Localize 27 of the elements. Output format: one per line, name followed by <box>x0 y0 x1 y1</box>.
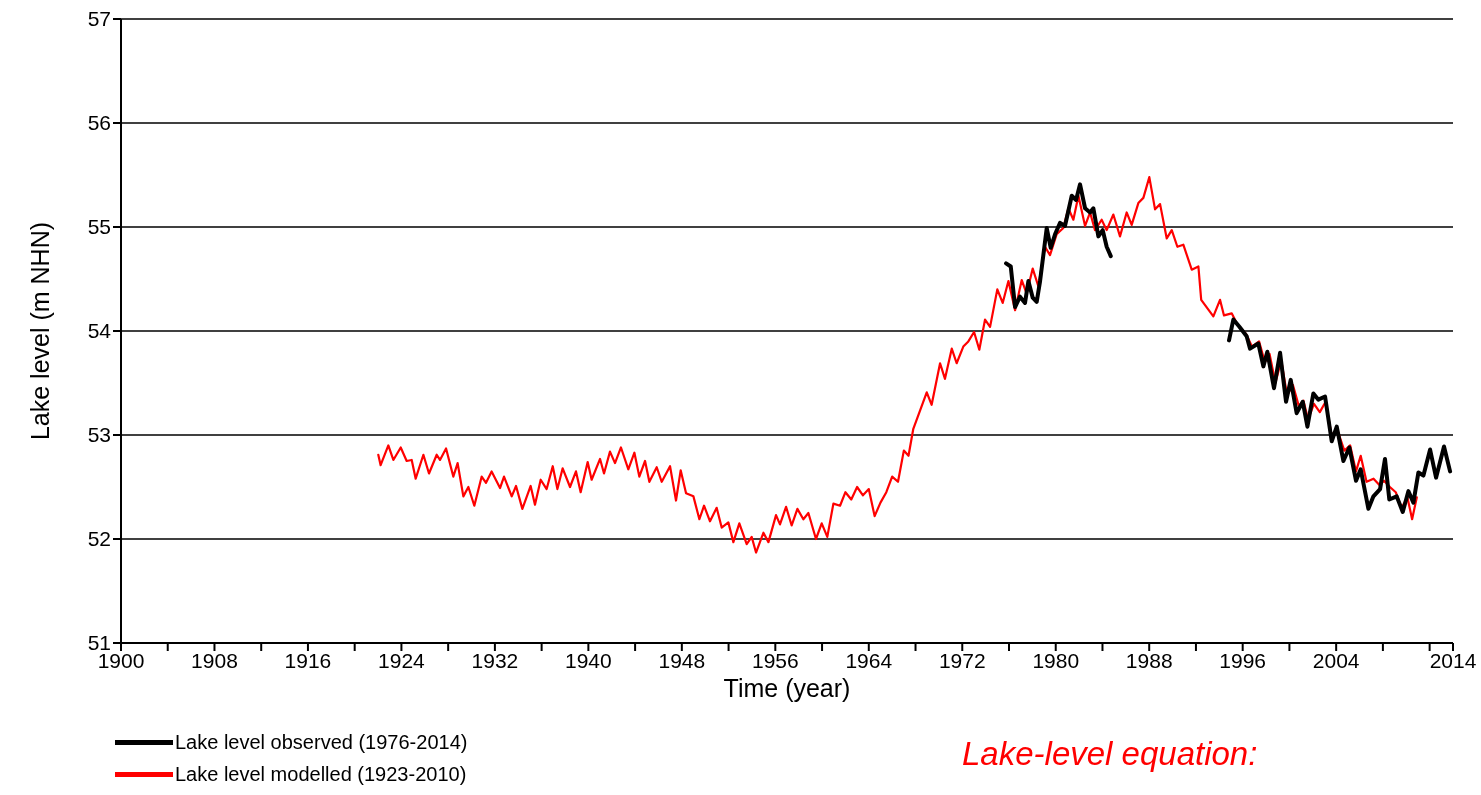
x-tick-label: 1932 <box>471 648 519 672</box>
x-axis-title: Time (year) <box>723 674 851 702</box>
x-tick-label: 1980 <box>1032 648 1080 672</box>
y-tick-label: 54 <box>87 319 112 343</box>
x-tick-label: 1916 <box>284 648 332 672</box>
y-tick-label: 53 <box>87 423 111 447</box>
y-tick-label: 57 <box>87 7 111 31</box>
y-axis-title: Lake level (m NHN) <box>25 221 54 441</box>
x-tick-label: 1956 <box>751 648 799 672</box>
legend-label: Lake level modelled (1923-2010) <box>175 762 467 786</box>
y-tick-label: 51 <box>87 631 111 655</box>
y-tick-label: 56 <box>87 111 111 135</box>
legend-label: Lake level observed (1976-2014) <box>175 730 468 754</box>
y-tick-label: 52 <box>87 527 111 551</box>
x-tick-label: 1964 <box>845 648 893 672</box>
x-tick-label: 1924 <box>378 648 426 672</box>
x-tick-label: 2014 <box>1429 648 1477 672</box>
x-tick-label: 1940 <box>565 648 612 672</box>
x-tick-label: 1908 <box>191 648 238 672</box>
x-tick-label: 1988 <box>1125 648 1173 672</box>
y-tick-label: 55 <box>87 215 111 239</box>
text: Lake-level equation: <box>962 735 1258 773</box>
x-tick-label: 1948 <box>658 648 706 672</box>
line-series <box>377 175 1418 554</box>
x-tick-label: 1996 <box>1219 648 1267 672</box>
x-tick-label: 2004 <box>1312 648 1360 672</box>
x-tick-label: 1972 <box>938 648 986 672</box>
